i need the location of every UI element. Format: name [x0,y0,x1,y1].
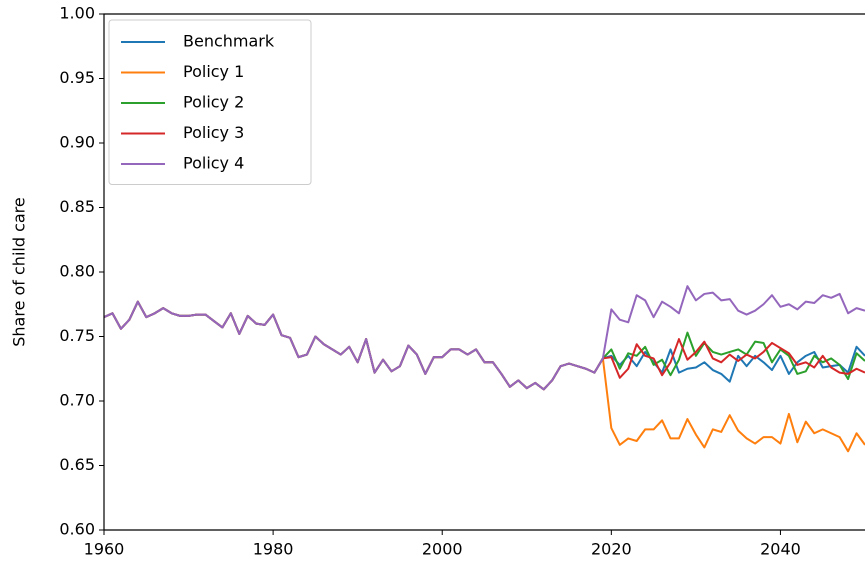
legend-label: Policy 3 [183,123,244,142]
x-tick-label: 1960 [84,540,125,559]
y-tick-label: 0.75 [59,326,95,345]
y-tick-label: 0.90 [59,133,95,152]
y-tick-label: 0.65 [59,455,95,474]
series-line [103,300,865,391]
series-line [103,285,865,391]
legend-label: Policy 1 [183,62,244,81]
x-tick-label: 2020 [591,540,632,559]
y-axis-label: Share of child care [10,197,29,347]
y-tick-label: 0.80 [59,262,95,281]
legend-label: Policy 4 [183,154,244,173]
y-tick-label: 1.00 [59,4,95,23]
legend-box [108,19,312,185]
x-tick-label: 2040 [760,540,801,559]
x-tick-label: 1980 [253,540,294,559]
y-tick-label: 0.60 [59,520,95,539]
x-tick-label: 2000 [422,540,463,559]
series-line [103,300,865,391]
axis-spines [103,13,865,531]
series-line [103,300,865,391]
legend-label: Policy 2 [183,93,244,112]
y-tick-label: 0.70 [59,391,95,410]
y-tick-label: 0.95 [59,68,95,87]
legend-label: Benchmark [183,32,275,51]
y-tick-label: 0.85 [59,197,95,216]
